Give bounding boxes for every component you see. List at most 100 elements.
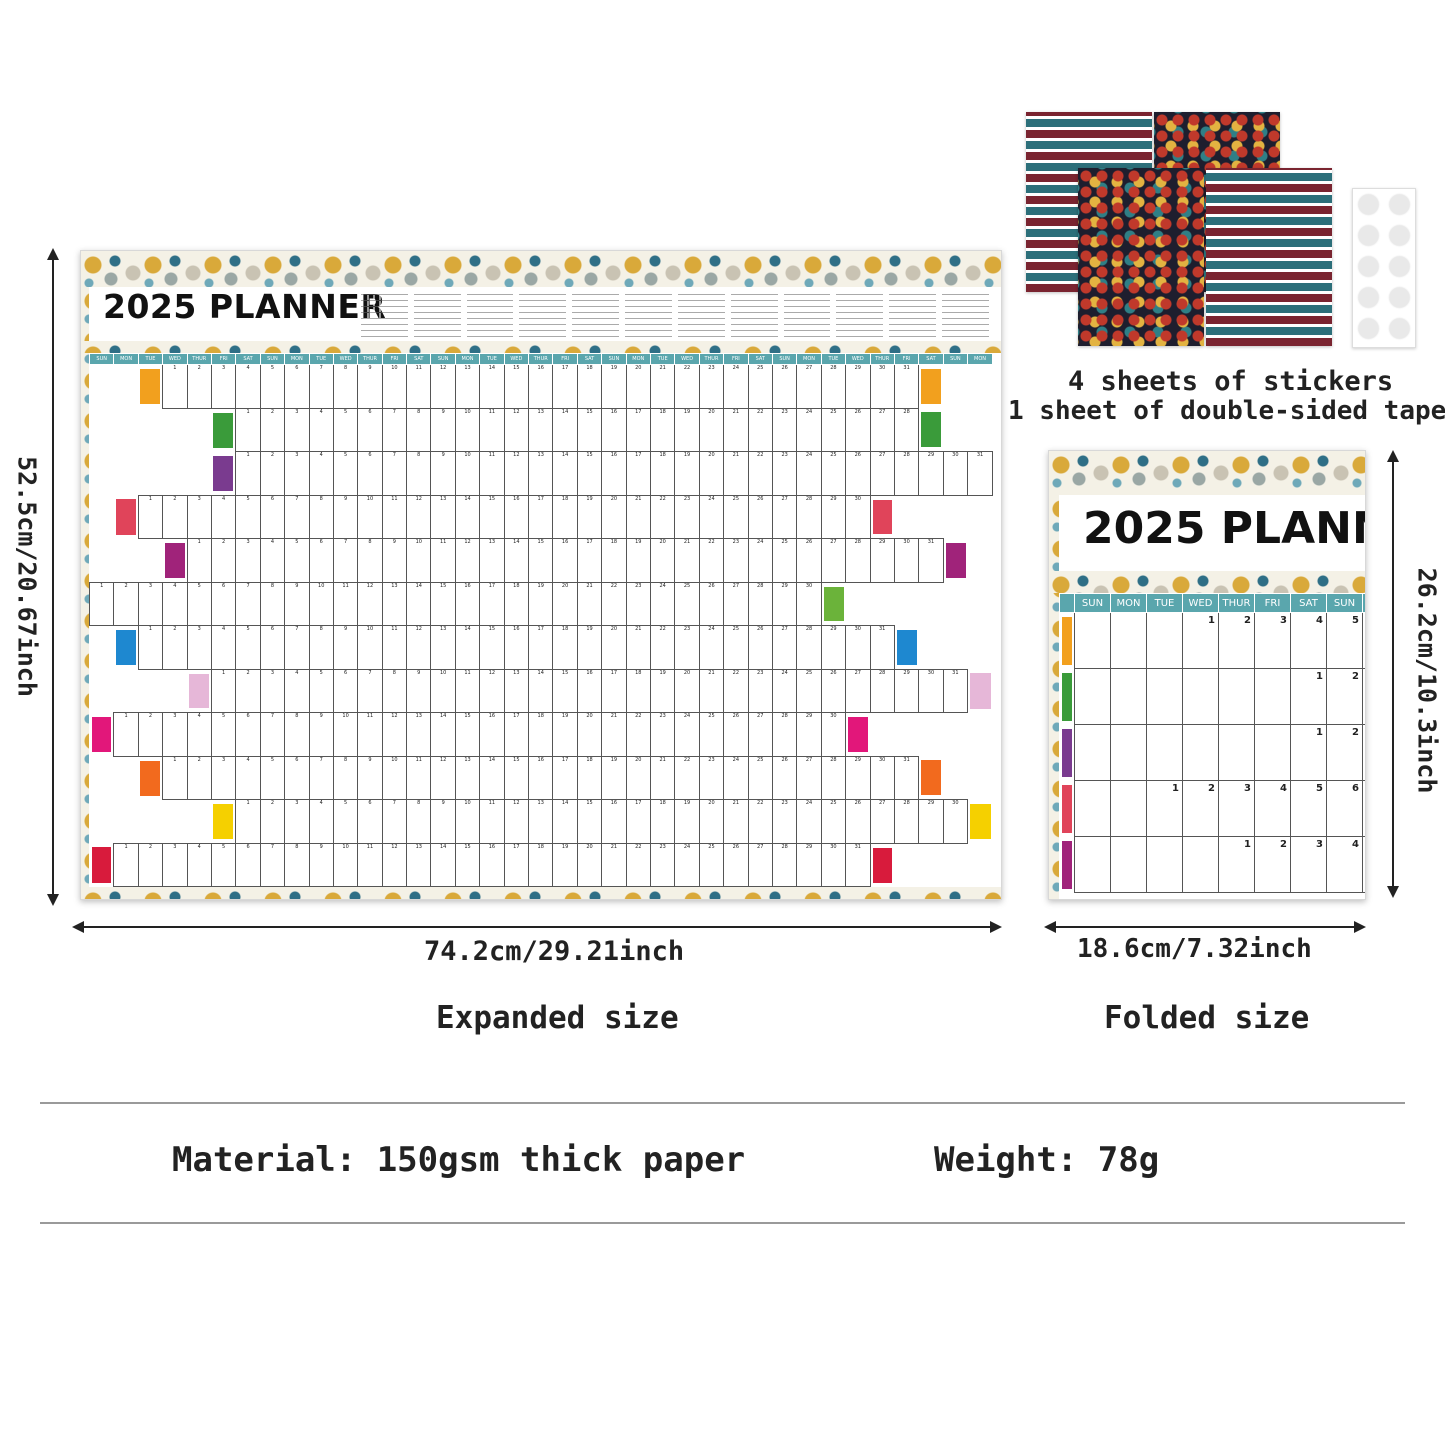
day-header: THUR: [1218, 593, 1255, 613]
day-cell: 25: [674, 581, 700, 626]
mini-calendar: [625, 293, 672, 337]
day-header: TUE: [479, 353, 505, 365]
day-cell: 13: [454, 755, 481, 800]
day-cell: 10: [430, 668, 456, 713]
month-tab: [1060, 781, 1075, 837]
day-cell: 9: [308, 712, 334, 757]
arrow-right-icon: [1354, 921, 1366, 933]
day-header: FRI: [893, 353, 920, 365]
empty-cell: [918, 712, 944, 756]
day-cell: 14: [479, 364, 505, 409]
day-header: FRI: [723, 353, 749, 365]
empty-cell: [918, 625, 944, 669]
day-cell: 4: [162, 581, 188, 626]
day-cell: 23: [698, 364, 725, 409]
day-header: SAT: [747, 353, 773, 365]
day-cell: 21: [625, 494, 651, 539]
day-cell: 25: [820, 407, 847, 452]
day-cell: 13: [381, 581, 408, 626]
day-cell: 23: [771, 407, 798, 452]
month-tab-color: [945, 542, 966, 578]
day-cell: 18: [649, 407, 676, 452]
day-cell: 17: [601, 668, 627, 713]
day-cell: 20: [649, 538, 676, 583]
month-tab: [187, 669, 211, 713]
arrow-down-icon: [1387, 886, 1399, 898]
day-cell: 5: [235, 494, 261, 539]
day-cell: 25: [723, 494, 749, 539]
empty-cell: [89, 756, 114, 800]
day-cell: 6: [332, 668, 359, 713]
day-cell: [1254, 668, 1291, 725]
day-cell: 28: [893, 407, 920, 452]
day-header: MON: [967, 353, 993, 365]
empty-cell: [89, 364, 114, 408]
day-cell: 28: [747, 581, 773, 626]
empty-cell: [967, 843, 993, 887]
empty-cell: [113, 451, 139, 495]
day-header: MON: [113, 353, 139, 365]
day-cell: 16: [479, 712, 505, 757]
day-header: MON: [1110, 593, 1147, 613]
month-tab-color: [872, 847, 893, 883]
month-tab: [138, 756, 162, 800]
empty-cell: [138, 408, 163, 452]
month-tab-color: [848, 717, 868, 752]
day-cell: 12: [503, 407, 530, 452]
day-cell: 24: [771, 668, 798, 713]
day-cell: 9: [430, 407, 456, 452]
day-cell: 6: [308, 538, 334, 583]
day-header: TUE: [1146, 593, 1183, 613]
empty-cell: [967, 364, 993, 408]
expanded-size-label: Expanded size: [436, 1000, 679, 1036]
day-cell: 4: [186, 842, 212, 887]
day-cell: 25: [747, 755, 773, 800]
day-cell: 20: [601, 625, 627, 670]
day-cell: 7: [284, 494, 310, 539]
day-cell: 7: [381, 451, 408, 496]
tape-caption: 1 sheet of double-sided tape: [1008, 396, 1445, 426]
day-cell: [1074, 724, 1111, 781]
day-cell: 4: [284, 668, 310, 713]
day-cell: 3: [210, 364, 237, 409]
day-cell: 24: [723, 755, 749, 800]
day-cell: 23: [649, 712, 676, 757]
month-tab: [211, 408, 235, 452]
day-cell: 23: [771, 799, 798, 844]
day-cell: 27: [845, 668, 871, 713]
day-cell: 31: [942, 668, 969, 713]
day-cell: 30: [918, 668, 944, 713]
day-header: SUN: [942, 353, 969, 365]
arrow-left-icon: [72, 921, 84, 933]
day-cell: 12: [430, 755, 456, 800]
day-header: THUR: [186, 353, 212, 365]
day-header: MON: [1362, 593, 1365, 613]
day-cell: 10: [381, 364, 408, 409]
day-cell: 15: [528, 538, 554, 583]
day-cell: 2: [259, 799, 286, 844]
empty-cell: [943, 843, 968, 887]
mini-calendar: [519, 293, 567, 337]
day-cell: 29: [845, 755, 871, 800]
folded-height-arrow-line: [1392, 460, 1394, 890]
day-cell: 5: [1326, 612, 1363, 669]
day-header: WED: [674, 353, 700, 365]
day-cell: 1: [1290, 724, 1327, 781]
day-cell: [1074, 612, 1111, 669]
day-cell: 1: [235, 799, 261, 844]
day-cell: 26: [771, 755, 798, 800]
day-cell: 14: [552, 407, 578, 452]
day-cell: 26: [771, 364, 798, 409]
month-tab-color: [970, 803, 991, 839]
day-cell: 8: [308, 494, 334, 539]
day-cell: 6: [284, 755, 310, 800]
day-cell: 1: [1290, 668, 1327, 725]
day-cell: 6: [357, 799, 383, 844]
day-cell: 19: [625, 538, 651, 583]
day-cell: [1110, 780, 1147, 837]
day-cell: 8: [406, 451, 432, 496]
day-cell: 13: [528, 799, 554, 844]
day-cell: 14: [406, 581, 432, 626]
month-tab-color: [823, 586, 844, 621]
